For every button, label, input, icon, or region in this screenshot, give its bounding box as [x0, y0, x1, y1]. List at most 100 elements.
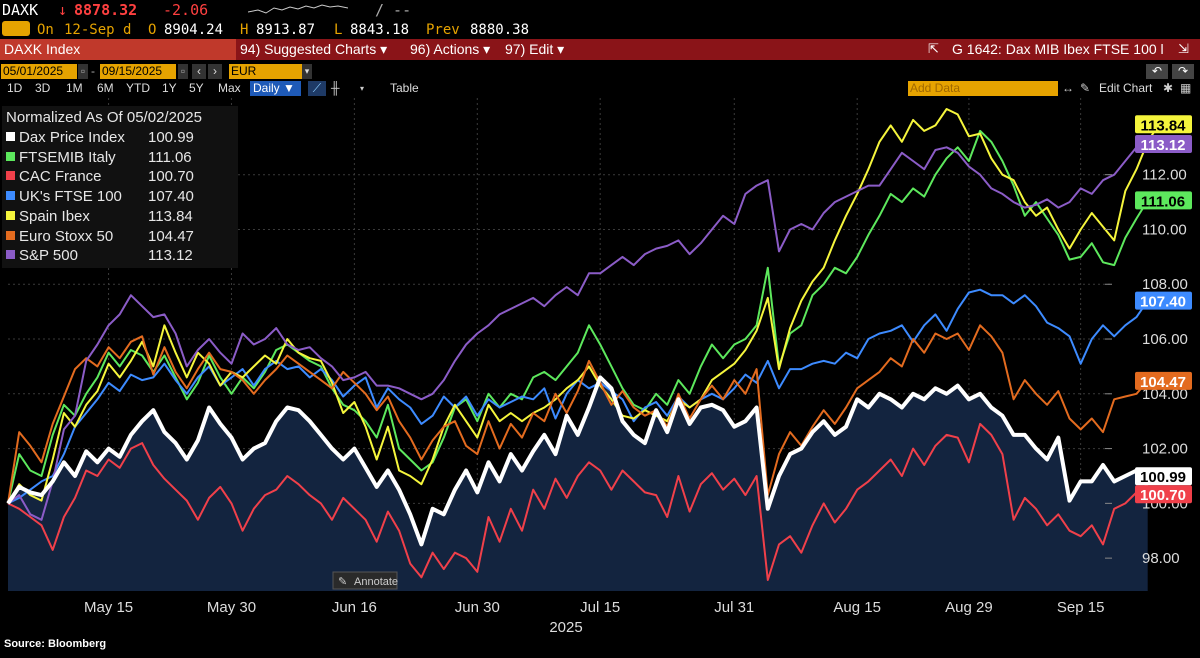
range-1d-button[interactable]: 1D — [7, 81, 23, 95]
series-line-cac-france — [7, 422, 1149, 581]
table-button[interactable]: Table — [390, 81, 419, 95]
last-value-tag — [1135, 191, 1192, 210]
last-value-label: 107.40 — [1140, 294, 1186, 311]
pencil-icon[interactable]: ✎ — [1080, 81, 1091, 95]
x-tick-label: Jul 15 — [580, 599, 620, 616]
actions-menu[interactable]: 96) Actions ▾ — [410, 41, 491, 57]
legend-value: 113.84 — [148, 207, 193, 225]
candlestick-icon[interactable]: ╫ — [331, 81, 340, 95]
add-data-input[interactable]: Add Data — [908, 81, 1058, 96]
range-ytd-button[interactable]: YTD — [126, 81, 150, 95]
source-note: Source: Bloomberg — [4, 638, 107, 650]
edit-menu[interactable]: 97) Edit ▾ — [505, 41, 565, 57]
last-value-label: 100.99 — [1140, 469, 1186, 486]
pinned-icon[interactable] — [2, 21, 30, 36]
y-tick-label: 108.00 — [1142, 276, 1188, 293]
last-value-tag — [1135, 467, 1192, 486]
range-max-button[interactable]: Max — [218, 81, 241, 95]
suggested-charts-menu[interactable]: 94) Suggested Charts ▾ — [240, 41, 388, 57]
quote-date: 12-Sep d — [64, 22, 132, 38]
legend-name: S&P 500 — [19, 247, 78, 265]
line-chart-icon[interactable]: ⟋ — [308, 81, 326, 96]
legend-swatch — [6, 171, 15, 181]
range-1m-button[interactable]: 1M — [66, 81, 83, 95]
legend-item[interactable]: CAC France 100.70 — [6, 168, 194, 186]
open-label: O — [148, 22, 157, 38]
legend: Normalized As Of 05/02/2025 Dax Price In… — [2, 106, 238, 268]
separator: / -- — [375, 1, 412, 19]
last-value-label: 113.12 — [1140, 137, 1185, 154]
legend-item[interactable]: Dax Price Index 100.99 — [6, 129, 194, 146]
low-value: 8843.18 — [350, 22, 410, 38]
open-external-icon[interactable]: ⇱ — [928, 41, 939, 56]
range-5y-button[interactable]: 5Y — [189, 81, 204, 95]
legend-value: 100.99 — [148, 129, 194, 146]
high-value: 8913.87 — [256, 22, 316, 38]
y-tick-label: 98.00 — [1142, 550, 1180, 567]
chevron-down-icon[interactable]: ▾ — [360, 84, 365, 93]
x-tick-label: Jun 16 — [332, 599, 377, 616]
legend-name: CAC France — [19, 168, 102, 186]
x-tick-label: May 15 — [84, 599, 133, 616]
legend-swatch — [6, 132, 15, 141]
frequency-select[interactable]: Daily ▼ — [250, 81, 301, 96]
legend-swatch — [6, 250, 15, 260]
ticker-symbol[interactable]: DAXK — [2, 1, 39, 19]
last-price: 8878.32 — [74, 1, 138, 19]
legend-title: Normalized As Of 05/02/2025 — [6, 109, 202, 126]
resize-icon[interactable]: ⇲ — [1178, 41, 1189, 56]
legend-name: Euro Stoxx 50 — [19, 227, 114, 245]
y-tick-label: 104.00 — [1142, 386, 1188, 403]
redo-icon[interactable]: ↷ — [1172, 64, 1194, 79]
x-tick-label: May 30 — [207, 599, 256, 616]
series-line-euro-stoxx-50 — [7, 324, 1149, 504]
legend-value: 111.06 — [148, 148, 192, 166]
ohlc-bar: On 12-Sep d O 8904.24 H 8913.87 L 8843.1… — [0, 20, 1200, 39]
legend-name: Spain Ibex — [19, 207, 90, 225]
y-tick-label: 106.00 — [1142, 331, 1188, 348]
last-value-label: 111.06 — [1141, 193, 1185, 210]
end-date-input[interactable]: 09/15/2025 — [100, 64, 176, 79]
start-date-input[interactable]: 05/01/2025 — [1, 64, 77, 79]
arrows-icon[interactable]: ↔ — [1062, 81, 1074, 95]
last-value-label: 104.47 — [1140, 374, 1186, 391]
undo-icon[interactable]: ↶ — [1146, 64, 1168, 79]
calendar-icon[interactable]: ▫ — [78, 64, 88, 79]
legend-item[interactable]: Spain Ibex 113.84 — [6, 207, 193, 225]
x-tick-label: Aug 15 — [833, 599, 881, 616]
pencil-icon: ✎ — [338, 576, 347, 588]
legend-item[interactable]: S&P 500 113.12 — [6, 247, 193, 265]
range-6m-button[interactable]: 6M — [97, 81, 114, 95]
legend-item[interactable]: Euro Stoxx 50 104.47 — [6, 227, 194, 245]
series-line-ftsemib-italy — [7, 129, 1149, 504]
last-value-tag — [1135, 485, 1192, 504]
menu-bar: DAXK Index 94) Suggested Charts ▾ 96) Ac… — [0, 39, 1200, 60]
legend-value: 107.40 — [148, 188, 194, 206]
range-1y-button[interactable]: 1Y — [162, 81, 177, 95]
calendar-icon[interactable]: ▫ — [178, 64, 188, 79]
legend-swatch — [6, 151, 15, 161]
edit-chart-button[interactable]: Edit Chart — [1099, 81, 1153, 95]
price-change: -2.06 — [163, 1, 209, 19]
currency-input[interactable]: EUR — [229, 64, 303, 79]
quote-bar: DAXK ↓ 8878.32 -2.06 / -- — [0, 0, 1200, 20]
range-3d-button[interactable]: 3D — [35, 81, 51, 95]
series-line-dax-price-index — [6, 375, 1149, 547]
grid-icon[interactable]: ▦ — [1180, 81, 1192, 95]
annotate-button[interactable] — [332, 571, 398, 590]
back-arrow-icon[interactable]: ‹ — [192, 64, 206, 79]
last-value-tag — [1135, 115, 1192, 134]
chevron-down-icon[interactable]: ▾ — [302, 64, 312, 79]
y-tick-label: 102.00 — [1142, 441, 1188, 458]
down-arrow-icon: ↓ — [58, 1, 68, 19]
legend-item[interactable]: FTSEMIB Italy 111.06 — [6, 149, 192, 166]
chart-title: G 1642: Dax MIB Ibex FTSE 100 l — [952, 41, 1164, 57]
x-tick-label: Aug 29 — [945, 599, 993, 616]
y-tick-label: 112.00 — [1142, 167, 1187, 184]
security-field[interactable]: DAXK Index — [0, 39, 236, 60]
on-label: On — [37, 22, 54, 38]
legend-item[interactable]: UK's FTSE 100 107.40 — [6, 188, 194, 205]
sparkline-icon — [248, 4, 348, 14]
settings-icon[interactable]: ✱ — [1163, 81, 1174, 95]
forward-arrow-icon[interactable]: › — [208, 64, 222, 79]
